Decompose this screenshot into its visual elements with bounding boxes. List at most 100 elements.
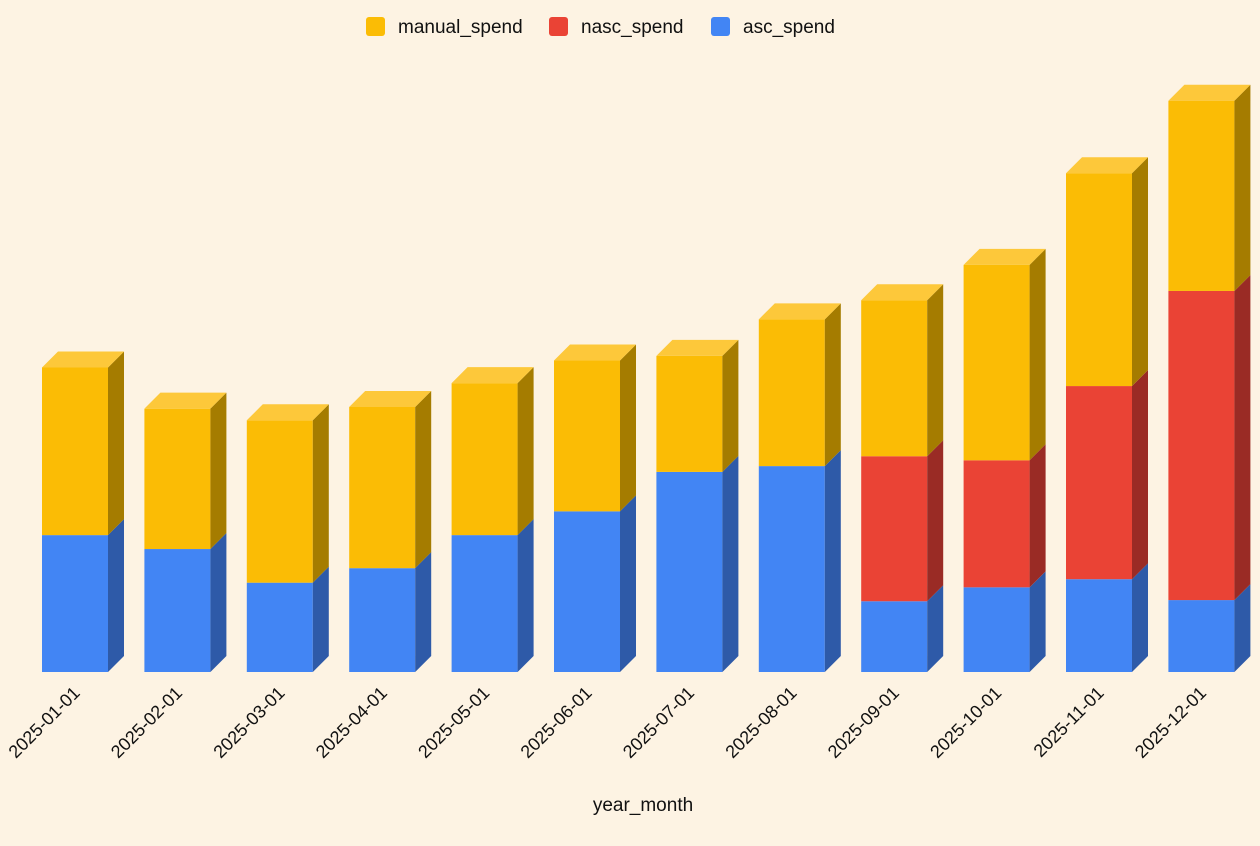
bar-stack bbox=[246, 404, 329, 672]
bar-segment-asc_spend bbox=[861, 601, 928, 672]
x-tick-label: 2025-10-01 bbox=[926, 683, 1005, 762]
bar-side-manual_spend bbox=[927, 284, 944, 457]
bar-top-face bbox=[554, 344, 636, 361]
bar-stack bbox=[349, 390, 432, 672]
bar-segment-manual_spend bbox=[246, 420, 313, 583]
bar-segment-manual_spend bbox=[554, 360, 620, 512]
bar-segment-asc_spend bbox=[349, 568, 416, 672]
x-axis-ticks: 2025-01-01 2025-02-01 2025-03-01 2025-04-01… bbox=[5, 683, 1211, 762]
bar-top-face bbox=[144, 392, 227, 409]
legend-item-nasc_spend[interactable]: nasc_spend bbox=[549, 17, 683, 38]
legend-swatch bbox=[366, 17, 385, 36]
x-tick-label: 2025-05-01 bbox=[414, 683, 493, 762]
bar-segment-asc_spend bbox=[758, 466, 825, 672]
x-tick-label: 2025-02-01 bbox=[107, 683, 186, 762]
bar-top-face bbox=[963, 248, 1046, 265]
bar-side-manual_spend bbox=[1029, 248, 1046, 461]
bar-side-manual_spend bbox=[722, 339, 739, 472]
bar-segment-manual_spend bbox=[349, 406, 416, 569]
bar-side-nasc_spend bbox=[1234, 274, 1251, 601]
bar-side-asc_spend bbox=[108, 519, 124, 672]
legend-swatch bbox=[549, 17, 568, 36]
x-tick-label: 2025-09-01 bbox=[824, 683, 903, 762]
x-tick-label: 2025-08-01 bbox=[721, 683, 800, 762]
bar-side-manual_spend bbox=[517, 367, 534, 536]
bar-side-nasc_spend bbox=[1029, 444, 1046, 588]
legend-item-asc_spend[interactable]: asc_spend bbox=[711, 17, 835, 38]
bar-segment-nasc_spend bbox=[963, 460, 1030, 588]
x-tick-label: 2025-06-01 bbox=[517, 683, 596, 762]
legend-label: nasc_spend bbox=[581, 17, 683, 38]
bar-segment-manual_spend bbox=[42, 367, 108, 536]
bar-side-asc_spend bbox=[1029, 571, 1046, 672]
bar-side-asc_spend bbox=[824, 450, 841, 672]
bar-segment-asc_spend bbox=[963, 587, 1030, 672]
bar-stack bbox=[1168, 84, 1251, 672]
legend: manual_spend nasc_spend asc_spend bbox=[366, 17, 835, 38]
legend-swatch bbox=[711, 17, 730, 36]
x-tick-label: 2025-11-01 bbox=[1030, 683, 1108, 761]
bar-top-face bbox=[861, 284, 944, 301]
legend-label: manual_spend bbox=[398, 17, 523, 38]
bar-side-manual_spend bbox=[108, 351, 124, 536]
bar-top-face bbox=[758, 303, 841, 320]
bar-side-nasc_spend bbox=[1132, 370, 1148, 580]
legend-item-manual_spend[interactable]: manual_spend bbox=[366, 17, 523, 38]
bar-side-asc_spend bbox=[722, 455, 739, 672]
bar-side-manual_spend bbox=[210, 392, 227, 550]
bar-segment-asc_spend bbox=[554, 511, 620, 672]
bar-segment-manual_spend bbox=[1066, 173, 1132, 387]
bar-segment-nasc_spend bbox=[1066, 386, 1132, 580]
bar-stack bbox=[758, 303, 841, 672]
bar-top-face bbox=[656, 339, 739, 356]
bar-segment-asc_spend bbox=[451, 535, 518, 672]
bar-stack bbox=[451, 367, 534, 672]
bar-side-asc_spend bbox=[620, 495, 636, 672]
bar-side-asc_spend bbox=[517, 519, 534, 672]
x-tick-label: 2025-04-01 bbox=[312, 683, 391, 762]
bar-side-manual_spend bbox=[824, 303, 841, 467]
bar-stack bbox=[1066, 157, 1148, 672]
bar-segment-nasc_spend bbox=[861, 456, 928, 602]
bar-top-face bbox=[1066, 157, 1148, 174]
bar-side-manual_spend bbox=[1234, 84, 1251, 291]
bar-segment-manual_spend bbox=[861, 300, 928, 457]
bar-segment-manual_spend bbox=[451, 383, 518, 536]
bar-top-face bbox=[451, 367, 534, 384]
bar-segment-asc_spend bbox=[144, 549, 211, 672]
bar-side-asc_spend bbox=[415, 552, 432, 672]
x-axis-title: year_month bbox=[593, 795, 693, 816]
bar-segment-asc_spend bbox=[656, 471, 723, 672]
bar-side-asc_spend bbox=[1132, 563, 1148, 672]
bar-stack bbox=[656, 339, 739, 672]
bar-top-face bbox=[1168, 84, 1251, 101]
bar-top-face bbox=[42, 351, 124, 368]
bar-side-asc_spend bbox=[312, 566, 329, 672]
bar-side-manual_spend bbox=[415, 390, 432, 569]
x-tick-label: 2025-03-01 bbox=[209, 683, 288, 762]
x-tick-label: 2025-12-01 bbox=[1131, 683, 1210, 762]
bar-segment-manual_spend bbox=[963, 264, 1030, 461]
bar-side-manual_spend bbox=[620, 344, 636, 512]
bar-segment-manual_spend bbox=[656, 355, 723, 472]
bar-stack bbox=[144, 392, 227, 672]
bar-segment-manual_spend bbox=[144, 408, 211, 550]
bar-stack bbox=[554, 344, 636, 672]
x-tick-label: 2025-01-01 bbox=[5, 683, 84, 762]
bar-side-manual_spend bbox=[312, 404, 329, 583]
bar-stack bbox=[861, 284, 944, 672]
bar-top-face bbox=[349, 390, 432, 407]
bar-segment-manual_spend bbox=[1168, 100, 1235, 291]
bar-segment-asc_spend bbox=[246, 582, 313, 672]
bar-side-asc_spend bbox=[927, 585, 944, 672]
legend-label: asc_spend bbox=[743, 17, 835, 38]
bar-side-nasc_spend bbox=[927, 440, 944, 602]
bar-segment-asc_spend bbox=[1168, 600, 1235, 672]
bar-stack bbox=[42, 351, 124, 672]
bar-side-asc_spend bbox=[1234, 584, 1251, 672]
bar-side-manual_spend bbox=[1132, 157, 1148, 387]
bar-segment-manual_spend bbox=[758, 319, 825, 467]
bar-top-face bbox=[246, 404, 329, 421]
